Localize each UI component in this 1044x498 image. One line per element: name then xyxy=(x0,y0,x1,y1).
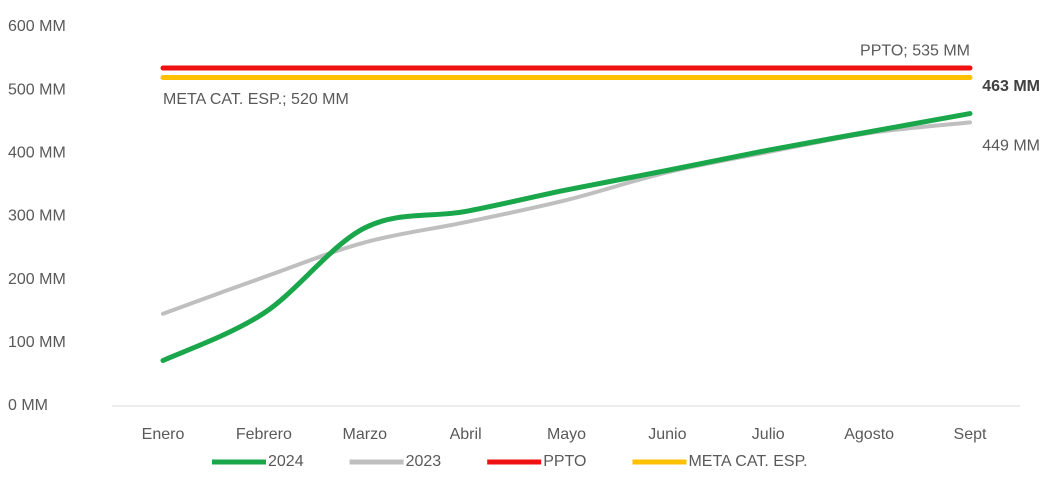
data-label: PPTO; 535 MM xyxy=(860,42,970,59)
y-tick-label: 200 MM xyxy=(8,271,66,288)
x-tick-label: Mayo xyxy=(547,426,586,443)
data-label: 463 MM xyxy=(982,78,1040,95)
x-tick-label: Abril xyxy=(450,426,482,443)
series-line xyxy=(161,120,972,316)
x-tick-label: Sept xyxy=(954,426,987,443)
x-tick-label: Agosto xyxy=(844,426,894,443)
data-label: META CAT. ESP.; 520 MM xyxy=(163,91,349,108)
legend-label: 2023 xyxy=(406,453,442,470)
x-tick-label: Julio xyxy=(752,426,785,443)
legend-label: PPTO xyxy=(543,453,586,470)
y-tick-label: 300 MM xyxy=(8,208,66,225)
x-tick-label: Junio xyxy=(648,426,686,443)
y-tick-label: 400 MM xyxy=(8,145,66,162)
y-tick-label: 100 MM xyxy=(8,334,66,351)
legend-label: META CAT. ESP. xyxy=(688,453,807,470)
x-tick-label: Febrero xyxy=(236,426,292,443)
y-tick-label: 0 MM xyxy=(8,397,48,414)
x-tick-label: Marzo xyxy=(343,426,388,443)
series-line xyxy=(160,111,973,364)
legend-label: 2024 xyxy=(268,453,304,470)
x-tick-label: Enero xyxy=(142,426,185,443)
y-tick-label: 500 MM xyxy=(8,81,66,98)
data-label: 449 MM xyxy=(982,138,1040,155)
y-tick-label: 600 MM xyxy=(8,18,66,35)
